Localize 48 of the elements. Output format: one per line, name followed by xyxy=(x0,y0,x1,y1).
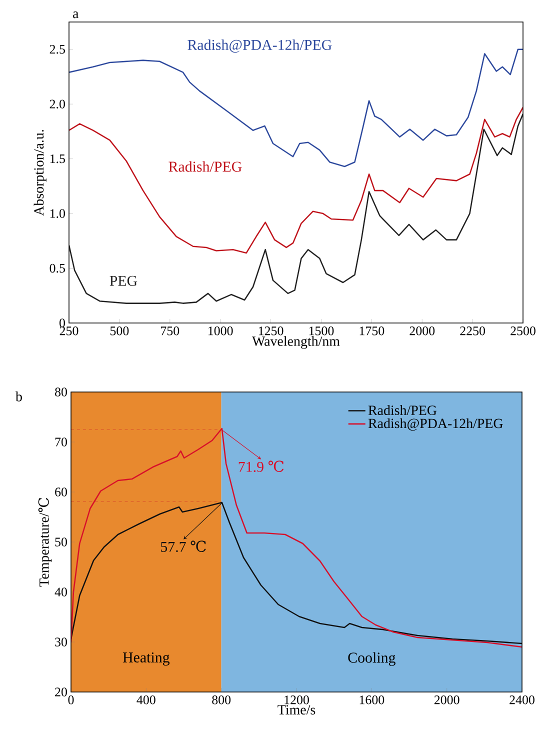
x-tick-label: 1250 xyxy=(258,326,284,336)
x-tick-label: 750 xyxy=(161,326,180,336)
text: b xyxy=(16,392,22,402)
x-axis-title: Time/s xyxy=(278,705,316,714)
y-tick-label: 1.0 xyxy=(50,209,65,218)
legend-label: Radish@PDA-12h/PEG xyxy=(368,418,503,431)
line-series xyxy=(71,502,522,644)
x-tick-label: 1200 xyxy=(284,696,309,704)
x-tick-label: 1500 xyxy=(309,326,334,336)
y-tick-label: 40 xyxy=(54,588,67,596)
x-tick-label: 1000 xyxy=(208,326,233,336)
text: Radish/PEG xyxy=(168,161,242,172)
x-tick-label: 1600 xyxy=(360,696,384,704)
y-tick-label: 30 xyxy=(55,638,67,646)
line-series xyxy=(69,106,524,254)
x-axis-title: Wavelength/nm xyxy=(252,336,340,349)
y-tick-label: 2.0 xyxy=(50,100,65,108)
y-tick-label: 70 xyxy=(55,438,67,446)
y-tick-label: 50 xyxy=(55,538,67,546)
band-label: Heating xyxy=(122,652,170,666)
x-tick-label: 500 xyxy=(110,326,129,336)
y-tick-label: 0 xyxy=(60,318,65,328)
series-label: PEG xyxy=(110,276,138,286)
x-tick-label: 250 xyxy=(60,326,78,336)
annotation: 57.7 ℃ xyxy=(161,540,206,552)
annotation: 71.9 ℃ xyxy=(238,460,284,472)
x-tick-label: 0 xyxy=(68,696,74,704)
x-tick-label: 2000 xyxy=(434,696,460,704)
y-tick-label: 80 xyxy=(55,388,67,396)
text: a xyxy=(73,12,79,18)
line-series xyxy=(69,113,524,304)
y-axis-title: Temperature/℃ xyxy=(38,498,52,587)
band-label: Cooling xyxy=(348,652,396,666)
x-tick-label: 2500 xyxy=(510,326,536,336)
legend-label: Radish/PEG xyxy=(368,405,437,416)
y-axis-title: Absorption/a.u. xyxy=(34,130,46,216)
x-tick-label: 2250 xyxy=(460,326,486,336)
x-tick-label: 800 xyxy=(212,696,231,704)
x-tick-label: 2000 xyxy=(410,326,435,336)
y-tick-label: 2.5 xyxy=(50,44,65,54)
y-tick-label: 1.5 xyxy=(50,154,65,164)
x-tick-label: 2400 xyxy=(510,696,534,704)
y-tick-label: 20 xyxy=(55,688,67,696)
x-tick-label: 400 xyxy=(136,696,156,704)
y-tick-label: 60 xyxy=(55,488,67,496)
y-tick-label: 0.5 xyxy=(50,264,65,273)
series-label: Radish@PDA-12h/PEG xyxy=(188,39,332,53)
x-tick-label: 1750 xyxy=(360,326,384,336)
